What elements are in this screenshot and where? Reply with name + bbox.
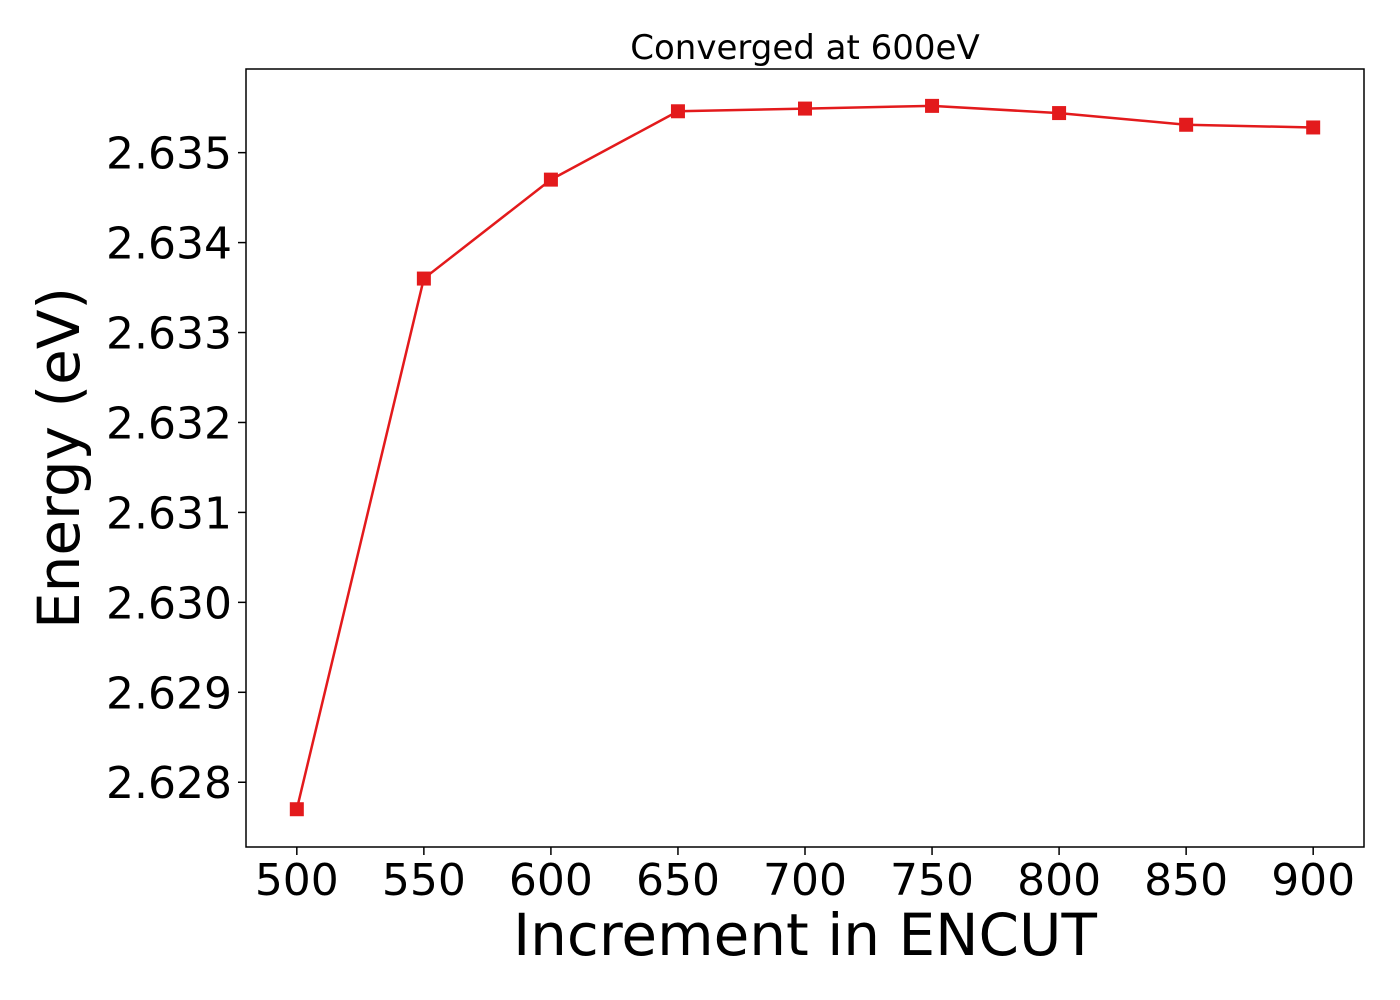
data-point-marker — [416, 271, 431, 286]
y-tick-label: 2.630 — [106, 578, 232, 629]
y-axis-ticks: 2.628 2.629 2.630 2.631 2.632 2.633 2.634 2.635 — [106, 129, 246, 809]
x-tick-label: 700 — [763, 855, 847, 906]
y-axis-label: Energy (eV) — [25, 287, 93, 629]
series-line — [295, 104, 1314, 810]
x-tick-label: 750 — [890, 855, 974, 906]
data-point-marker — [289, 802, 304, 817]
x-tick-label: 600 — [509, 855, 593, 906]
x-tick-label: 650 — [636, 855, 720, 906]
chart-title: Converged at 600eV — [630, 28, 979, 68]
data-point-marker — [1306, 120, 1321, 135]
data-point-marker — [1179, 117, 1194, 132]
data-point-marker — [798, 101, 812, 116]
plot-area-frame — [245, 68, 1365, 848]
x-tick-label: 500 — [255, 855, 339, 906]
series-layer — [289, 98, 1321, 817]
y-tick-label: 2.631 — [106, 488, 232, 539]
x-axis-ticks: 500 550 600 650 700 750 800 850 900 — [255, 847, 1355, 906]
data-point-marker — [1052, 106, 1067, 121]
x-axis-label: Increment in ENCUT — [513, 901, 1097, 969]
y-tick-label: 2.633 — [106, 309, 232, 360]
y-tick-label: 2.634 — [106, 219, 232, 270]
data-point-marker — [925, 98, 940, 113]
data-point-marker — [543, 172, 558, 187]
y-tick-label: 2.635 — [106, 129, 232, 180]
y-tick-label: 2.632 — [106, 398, 232, 449]
x-tick-label: 800 — [1017, 855, 1101, 906]
y-tick-label: 2.628 — [106, 758, 232, 809]
x-tick-label: 850 — [1144, 855, 1228, 906]
x-tick-label: 550 — [382, 855, 466, 906]
data-point-marker — [670, 104, 685, 119]
x-tick-label: 900 — [1271, 855, 1355, 906]
y-tick-label: 2.629 — [106, 668, 232, 719]
